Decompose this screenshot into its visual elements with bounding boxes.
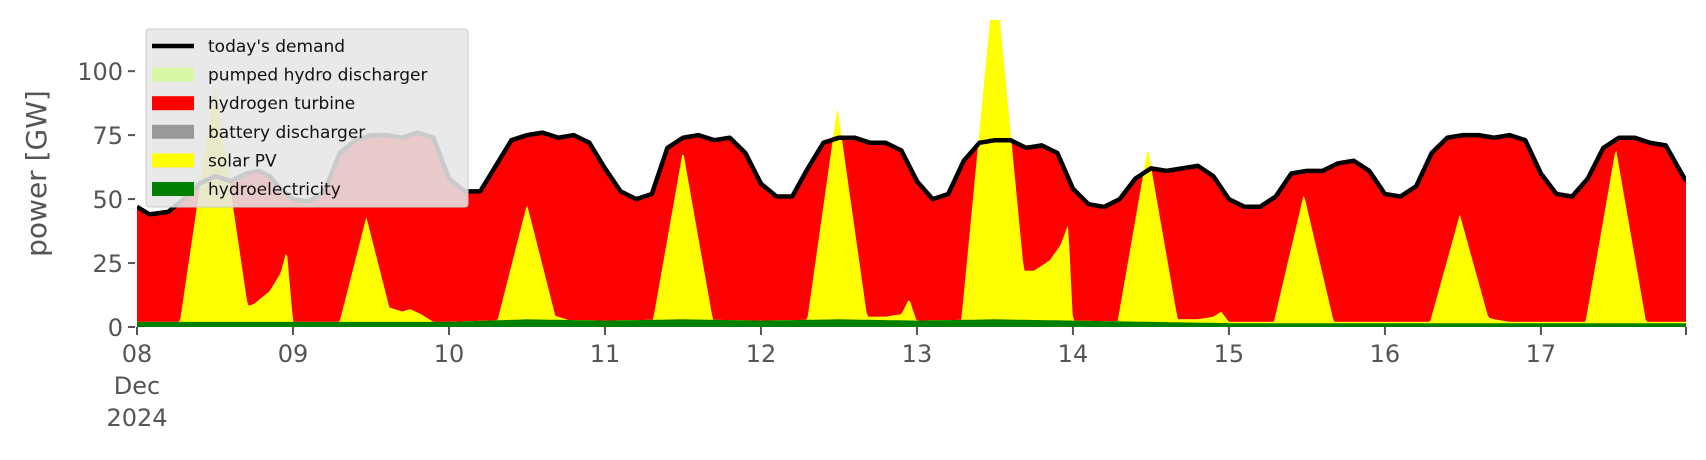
y-tick-label: 75 [92, 122, 123, 150]
y-tick-label: 50 [92, 186, 123, 214]
x-tick-label: 2024 [106, 404, 167, 432]
legend-label-solar-pv: solar PV [208, 151, 277, 171]
x-tick-label: 08 [122, 340, 153, 368]
x-tick-label: 17 [1526, 340, 1557, 368]
legend-swatch-battery-discharger [152, 124, 194, 139]
x-tick-label: Dec [114, 372, 160, 400]
x-tick-label: 09 [278, 340, 309, 368]
x-tick-label: 14 [1058, 340, 1089, 368]
x-tick-label: 11 [590, 340, 621, 368]
legend-swatch-hydroelectricity [152, 182, 194, 196]
hydroelectricity-area [137, 319, 1686, 327]
legend-label-today-s-demand: today's demand [208, 37, 345, 57]
legend-swatch-pumped-hydro-discharger [152, 67, 194, 82]
y-axis-label: power [GW] [20, 90, 53, 257]
legend-label-battery-discharger: battery discharger [208, 123, 365, 143]
y-tick-label: 100 [77, 58, 123, 86]
solar-pv-area [137, 20, 1686, 327]
x-tick-label: 13 [902, 340, 933, 368]
legend-label-hydrogen-turbine: hydrogen turbine [208, 94, 355, 114]
legend-swatch-hydrogen-turbine [152, 96, 194, 111]
y-tick-label: 25 [92, 250, 123, 278]
x-tick-label: 16 [1370, 340, 1401, 368]
legend-label-hydroelectricity: hydroelectricity [208, 180, 341, 200]
y-tick-label: 0 [108, 314, 123, 342]
plot-area [137, 20, 1686, 327]
legend: today's demand pumped hydro discharger hyd… [145, 28, 469, 208]
x-tick-label: 10 [434, 340, 465, 368]
x-tick-label: 12 [746, 340, 777, 368]
legend-label-pumped-hydro-discharger: pumped hydro discharger [208, 66, 427, 86]
legend-swatch-solar-pv [152, 153, 194, 168]
y-axis: 0 25 50 75 100 [77, 58, 135, 342]
x-tick-label: 15 [1214, 340, 1245, 368]
legend-box [145, 28, 469, 208]
x-axis: 08 Dec 2024 09 10 11 12 13 14 15 16 17 [106, 327, 1687, 432]
